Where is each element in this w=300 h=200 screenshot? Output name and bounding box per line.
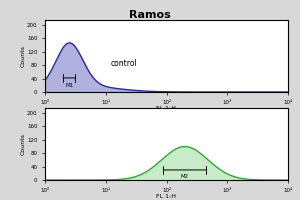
X-axis label: FL 1-H: FL 1-H [157,106,176,111]
Y-axis label: Counts: Counts [20,133,26,155]
Text: control: control [111,59,137,68]
Text: M2: M2 [181,174,189,179]
Text: M1: M1 [65,83,73,88]
Text: Ramos: Ramos [129,10,171,20]
X-axis label: FL 1-H: FL 1-H [157,194,176,199]
Y-axis label: Counts: Counts [20,45,26,67]
